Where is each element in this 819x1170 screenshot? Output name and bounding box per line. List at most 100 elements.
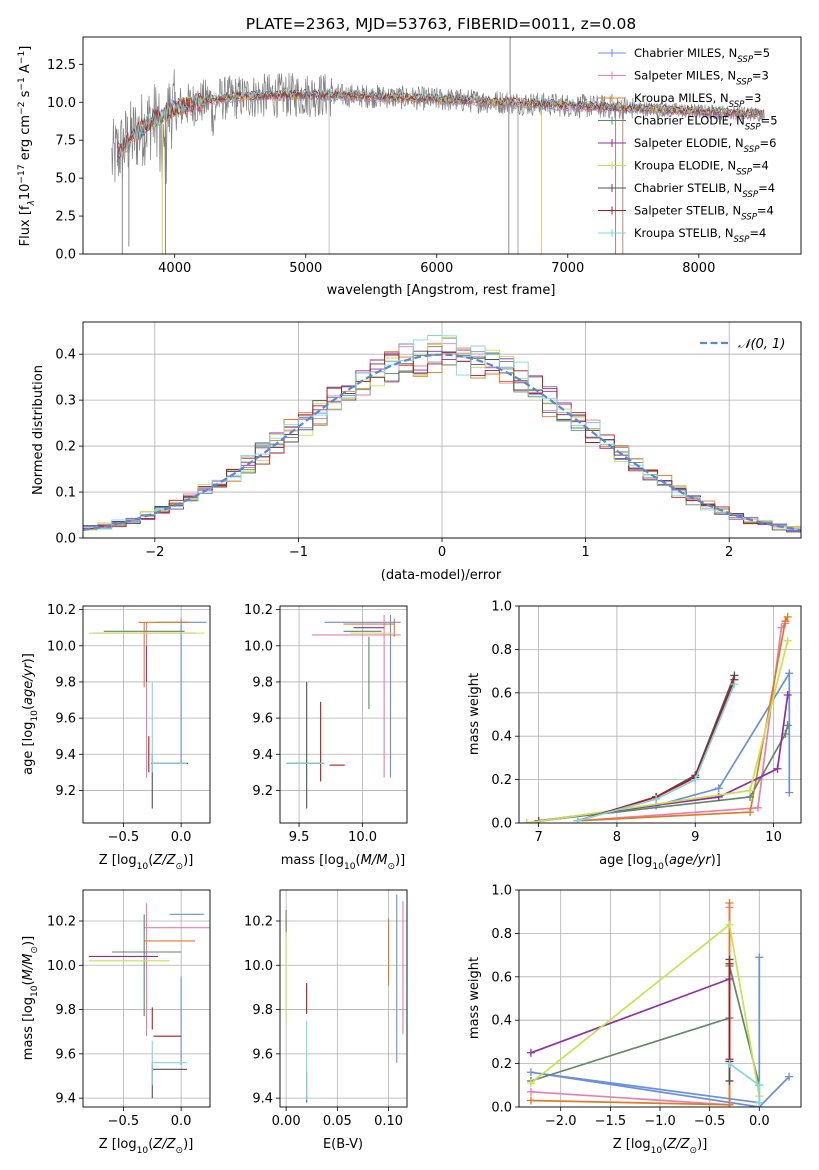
legend-label-gaussian: 𝒩(0, 1)	[738, 337, 785, 352]
x-tick-label: 7	[534, 830, 542, 845]
mass-weight-point-chabrier-miles	[785, 788, 794, 797]
x-axis-label-age-vs-mass-part: 10	[344, 862, 356, 872]
y-tick-label: 9.4	[252, 1092, 273, 1107]
axes-frame	[82, 36, 802, 255]
y-tick-label: 10.0	[244, 959, 273, 974]
mass-weight-point-kroupa-stelib	[573, 816, 582, 823]
x-axis-label-mass-vs-z-part: 10	[137, 1146, 149, 1156]
y-tick-label: 0.0	[491, 1101, 512, 1116]
mass-weight-point-kroupa-stelib	[691, 775, 700, 784]
x-tick-label: −2	[145, 545, 164, 560]
plot-area-massweight-vs-age	[519, 606, 801, 823]
legend-series-name: Salpeter STELIB	[634, 204, 725, 218]
y-tick-label: 0.6	[491, 970, 512, 985]
x-axis-label-massweight-z-part: Z [log	[613, 1137, 651, 1152]
y-tick-label: 9.6	[55, 1047, 76, 1062]
y-tick-label: 10.2	[47, 915, 76, 930]
x-axis-label-massweight-z-part: )]	[697, 1137, 707, 1152]
y-axis-label-spectrum-part: ]	[18, 46, 33, 51]
x-axis-label-mass-vs-z-part: )]	[183, 1137, 193, 1152]
plot-area-spectrum	[111, 37, 765, 254]
legend-n-sub: SSP	[734, 235, 751, 245]
mass-weight-line-kroupa-stelib	[577, 683, 736, 822]
legend-n-prefix: , N	[718, 226, 734, 240]
legend-series-name: Kroupa MILES	[634, 91, 713, 105]
axes-frame	[82, 605, 211, 824]
residual-histogram-kroupa-elodie	[83, 337, 801, 531]
axes-frame	[279, 889, 408, 1108]
x-tick-label: 7000	[551, 261, 584, 276]
mass-weight-line-kroupa-miles	[577, 616, 789, 822]
x-tick-label: 10.0	[348, 830, 377, 845]
mass-weight-point-kroupa-elodie	[746, 786, 755, 795]
mass-weight-point-kroupa-miles	[725, 1100, 734, 1107]
y-tick-label: 9.4	[252, 748, 273, 763]
legend-n-value: =3	[752, 69, 769, 83]
y-tick-label: 9.8	[252, 1003, 273, 1018]
y-tick-label: 0.0	[55, 248, 76, 263]
x-axis-label-age-vs-mass-part: )]	[395, 853, 405, 868]
legend-n-sub: SSP	[729, 100, 746, 110]
y-tick-label: 0.2	[491, 773, 512, 788]
x-tick-label: −1.5	[595, 1114, 627, 1129]
x-tick-label: 0.10	[374, 1114, 403, 1129]
panel-spectrum: 4000 5000 6000 7000 8000 0.0 2.5 5.0 7.5 10.0 12.5…	[17, 36, 802, 298]
y-tick-label: 0.3	[55, 394, 76, 409]
x-tick-label: 5000	[289, 261, 322, 276]
y-tick-label: 9.8	[252, 675, 273, 690]
y-axis-label-massweight-z-part: mass weight	[467, 957, 482, 1039]
y-tick-label: 12.5	[47, 58, 76, 73]
y-axis-label-age-vs-z-part: age [log	[21, 722, 36, 775]
x-axis-label-age-vs-mass: mass [log10(M/M⊙)]	[281, 853, 405, 872]
mass-weight-point-salpeter-elodie	[783, 690, 792, 699]
y-axis-label-massweight-age-part: mass weight	[467, 673, 482, 755]
legend-label-kroupa-elodie: Kroupa ELODIE, NSSP=4	[634, 159, 769, 178]
x-axis-label-residuals-part: (data-model)/error	[381, 568, 502, 583]
spectrum-legend: Chabrier MILES, NSSP=5 Salpeter MILES, NS…	[598, 46, 778, 245]
x-tick-label: 2	[725, 545, 733, 560]
x-axis-label-massweight-age: age [log10(age/yr)]	[599, 853, 721, 872]
gaussian-reference-curve	[83, 353, 801, 531]
x-axis-label-residuals: (data-model)/error	[381, 568, 502, 583]
x-axis-label-age-vs-mass-part: (	[356, 853, 361, 868]
x-axis-label-age-vs-mass-part: ⊙	[387, 862, 395, 872]
legend-n-value: =4	[757, 204, 774, 218]
y-tick-label: 9.6	[252, 1047, 273, 1062]
legend-label-salpeter-elodie: Salpeter ELODIE, NSSP=6	[634, 136, 776, 155]
y-axis-label-mass-vs-z-part: 10	[30, 985, 40, 997]
mass-weight-point-kroupa-elodie	[725, 920, 734, 929]
x-axis-label-age-vs-z-part: Z [log	[99, 853, 137, 868]
y-tick-label: 10.0	[47, 959, 76, 974]
y-tick-label: 0.2	[55, 440, 76, 455]
legend-label-kroupa-stelib: Kroupa STELIB, NSSP=4	[634, 226, 766, 245]
x-axis-label-massweight-age-part: age [log	[599, 853, 652, 868]
x-tick-label: 6000	[420, 261, 453, 276]
x-axis-label-massweight-age-part: age/yr	[669, 853, 712, 868]
x-axis-label-massweight-z-part: (	[662, 1137, 667, 1152]
mass-weight-point-kroupa-miles	[526, 1096, 535, 1105]
y-axis-label-residuals: Normed distribution	[31, 365, 46, 495]
x-axis-label-age-vs-z: Z [log10(Z/Z⊙)]	[99, 853, 194, 872]
figure-title: PLATE=2363, MJD=53763, FIBERID=0011, z=0…	[246, 15, 636, 33]
x-axis-label-mass-vs-ebv-part: E(B-V)	[323, 1137, 363, 1152]
y-axis-label-spectrum-part: −17	[17, 164, 27, 183]
x-tick-label: 4000	[158, 261, 191, 276]
mass-weight-point-salpeter-miles	[753, 803, 762, 812]
axes-frame	[82, 889, 211, 1108]
legend-label-chabrier-miles: Chabrier MILES, NSSP=5	[634, 46, 770, 65]
x-tick-label: 8	[613, 830, 621, 845]
y-tick-label: 0.8	[491, 643, 512, 658]
legend-n-value: =5	[753, 46, 770, 60]
legend-label-salpeter-miles: Salpeter MILES, NSSP=3	[634, 69, 769, 88]
mass-weight-point-kroupa-miles	[781, 617, 790, 626]
mass-weight-point-kroupa-elodie	[783, 636, 792, 645]
y-tick-label: 10.0	[47, 639, 76, 654]
y-tick-label: 10.0	[47, 96, 76, 111]
mass-weight-point-chabrier-miles	[526, 1068, 535, 1077]
y-axis-label-mass-vs-z: mass [log10(M/M⊙)]	[21, 936, 40, 1060]
y-tick-label: 10.2	[244, 915, 273, 930]
x-axis-label-massweight-z: Z [log10(Z/Z⊙)]	[613, 1137, 708, 1156]
legend-n-sub: SSP	[736, 168, 753, 178]
x-axis-label-massweight-age-part: 10	[652, 862, 664, 872]
